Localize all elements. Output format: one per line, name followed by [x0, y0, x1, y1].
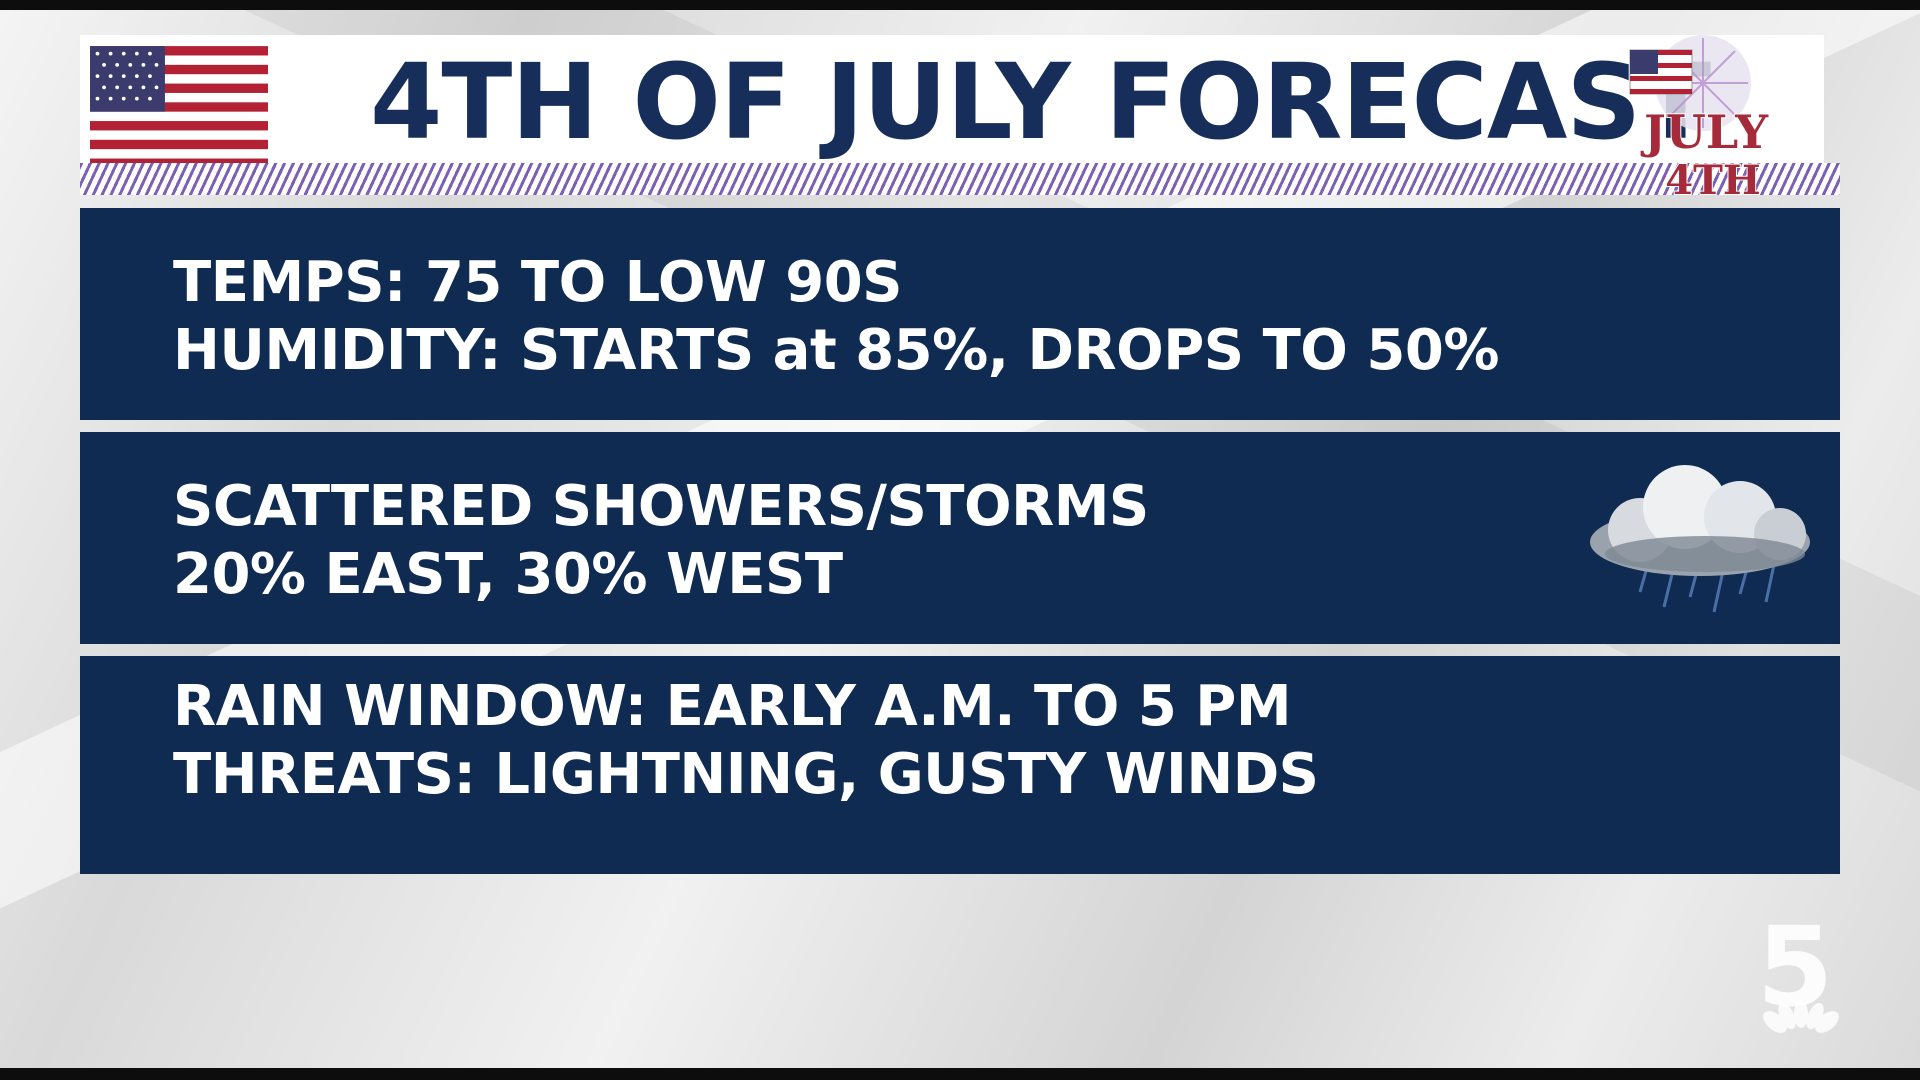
american-flag-icon	[90, 46, 268, 168]
rain-cloud-icon	[1590, 465, 1810, 613]
header-bar: 4TH OF JULY FORECAST	[80, 35, 1824, 168]
badge-text-july: JULY	[1640, 105, 1769, 159]
threats-line: THREATS: LIGHTNING, GUSTY WINDS	[173, 742, 1319, 807]
temps-humidity-panel: TEMPS: 75 TO LOW 90S HUMIDITY: STARTS at…	[80, 208, 1840, 420]
page-title: 4TH OF JULY FORECAST	[370, 41, 1711, 163]
rain-window-panel: RAIN WINDOW: EARLY A.M. TO 5 PM THREATS:…	[80, 656, 1840, 874]
badge-text-4th: 4TH	[1665, 157, 1760, 204]
showers-line: SCATTERED SHOWERS/STORMS	[173, 474, 1149, 539]
chance-line: 20% EAST, 30% WEST	[173, 542, 843, 607]
forecast-graphic: 4TH OF JULY FORECAST JULY 4TH TEMPS: 75 …	[0, 10, 1920, 1068]
station-logo-icon: 5	[1757, 910, 1839, 1033]
showers-panel: SCATTERED SHOWERS/STORMS 20% EAST, 30% W…	[80, 432, 1840, 644]
humidity-line: HUMIDITY: STARTS at 85%, DROPS TO 50%	[173, 318, 1499, 383]
july-4th-badge-icon: JULY 4TH	[1629, 35, 1770, 205]
decorative-stripes	[80, 163, 1840, 195]
rain-window-line: RAIN WINDOW: EARLY A.M. TO 5 PM	[173, 674, 1292, 739]
temps-line: TEMPS: 75 TO LOW 90S	[173, 250, 903, 315]
